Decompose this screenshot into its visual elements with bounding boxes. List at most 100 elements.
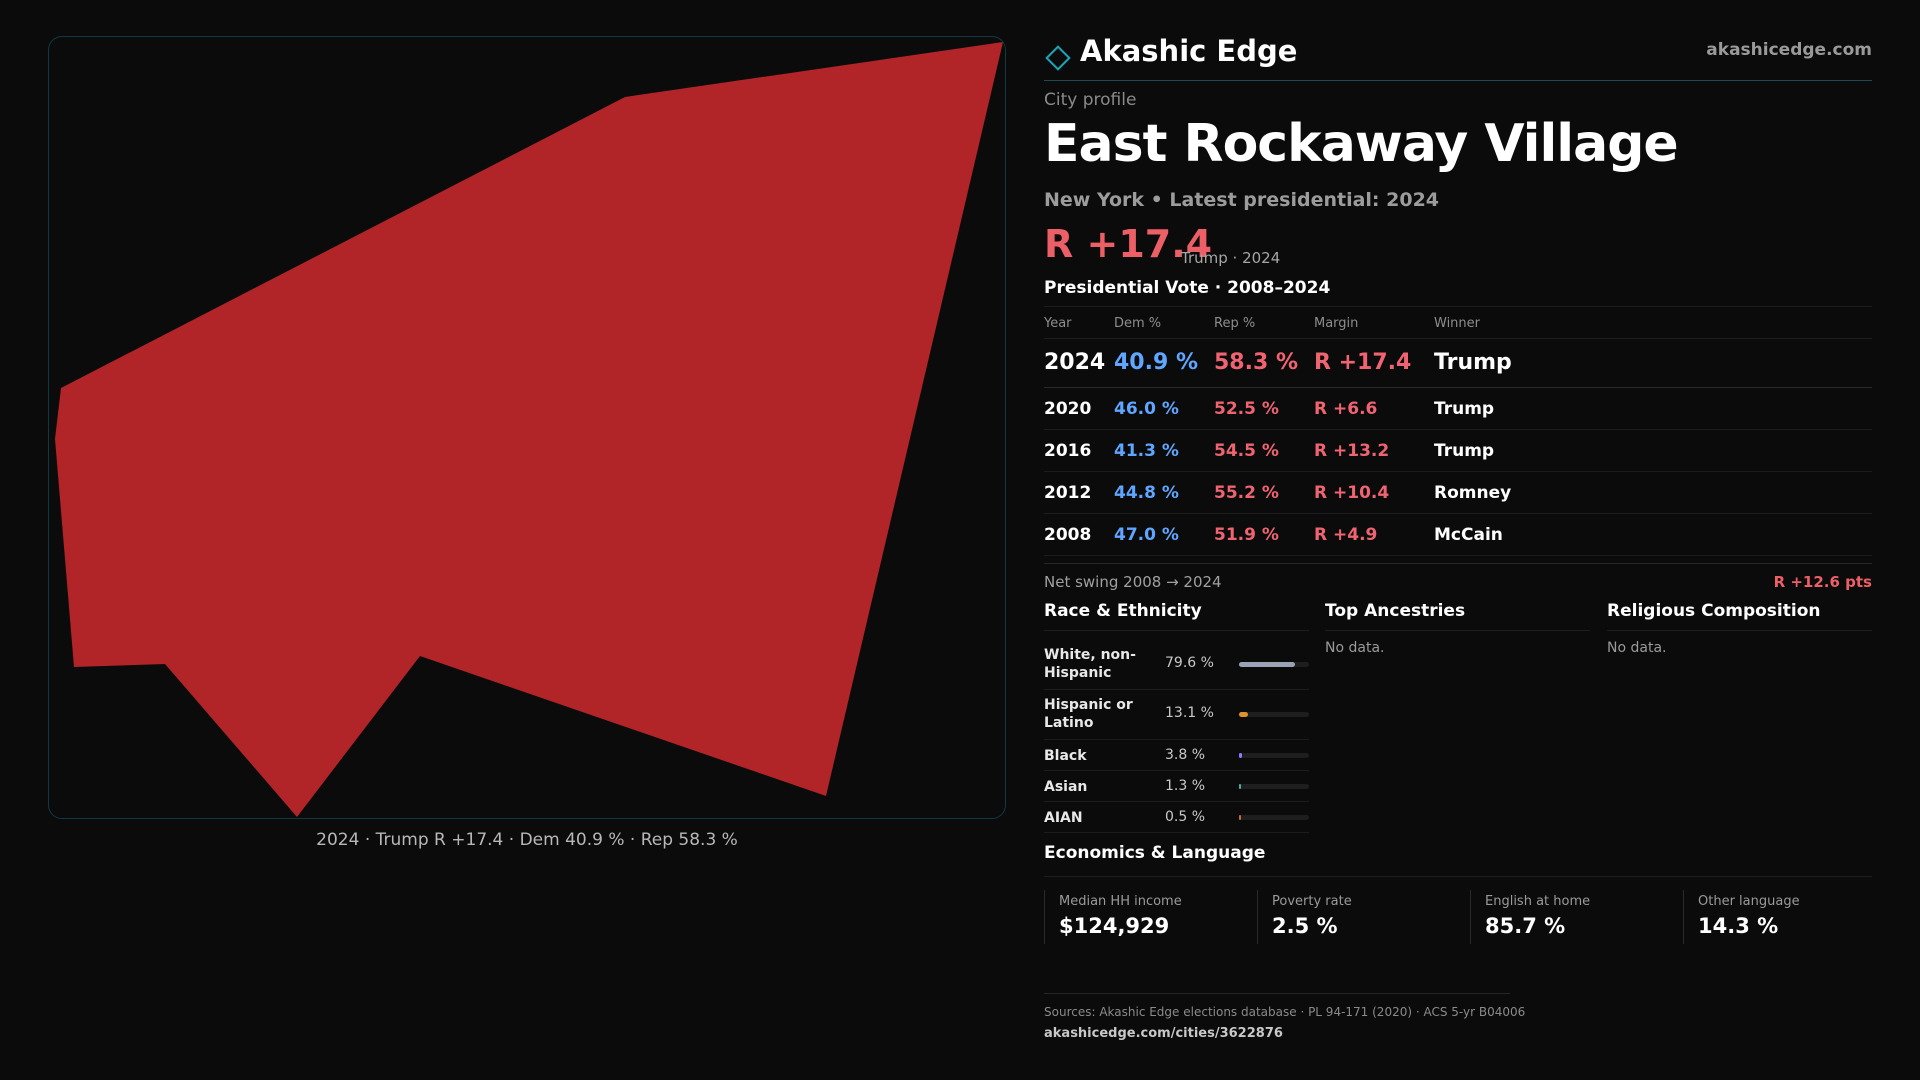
race-percent: 79.6 % <box>1165 655 1214 671</box>
headline-note: Trump · 2024 <box>1181 249 1281 267</box>
race-row: Black 3.8 % <box>1044 740 1309 771</box>
religion-section-title: Religious Composition <box>1607 601 1872 631</box>
row-rep: 52.5 % <box>1214 399 1279 419</box>
map-caption: 2024 · Trump R +17.4 · Dem 40.9 % · Rep … <box>316 830 738 850</box>
brand-name[interactable]: Akashic Edge <box>1080 34 1298 68</box>
diamond-logo-icon <box>1045 45 1071 71</box>
race-bar-fill <box>1239 712 1249 717</box>
city-profile-panel: Akashic Edge akashicedge.com City profil… <box>1044 0 1872 1080</box>
page-subtitle: New York • Latest presidential: 2024 <box>1044 189 1440 211</box>
econ-label: Median HH income <box>1059 894 1182 909</box>
brand-url-link[interactable]: akashicedge.com <box>1706 40 1872 60</box>
economics-section-title: Economics & Language <box>1044 843 1872 877</box>
econ-value: 14.3 % <box>1698 914 1779 938</box>
row-margin: R +10.4 <box>1314 483 1390 503</box>
header-dem: Dem % <box>1114 316 1162 331</box>
race-row: Hispanic or Latino 13.1 % <box>1044 690 1309 740</box>
race-row: AIAN 0.5 % <box>1044 802 1309 833</box>
row-rep: 55.2 % <box>1214 483 1279 503</box>
econ-value: 85.7 % <box>1485 914 1566 938</box>
row-winner: Trump <box>1434 399 1495 419</box>
econ-label: Other language <box>1698 894 1800 909</box>
race-label: Black <box>1044 748 1087 764</box>
race-label: Hispanic or Latino <box>1044 697 1133 731</box>
row-margin: R +17.4 <box>1314 350 1412 375</box>
row-margin: R +13.2 <box>1314 441 1390 461</box>
row-year: 2016 <box>1044 441 1092 461</box>
header-winner: Winner <box>1434 316 1481 331</box>
race-bar-fill <box>1239 815 1241 820</box>
econ-value: $124,929 <box>1059 914 1170 938</box>
row-winner: McCain <box>1434 525 1503 545</box>
race-section-title: Race & Ethnicity <box>1044 601 1309 631</box>
row-rep: 51.9 % <box>1214 525 1279 545</box>
row-winner: Trump <box>1434 350 1512 375</box>
econ-card-income: Median HH income $124,929 <box>1044 890 1249 944</box>
econ-card-poverty: Poverty rate 2.5 % <box>1257 890 1462 944</box>
row-dem: 40.9 % <box>1114 350 1198 375</box>
row-rep: 54.5 % <box>1214 441 1279 461</box>
row-winner: Romney <box>1434 483 1512 503</box>
table-row: 2016 41.3 % 54.5 % R +13.2 Trump <box>1044 430 1872 472</box>
race-label: Asian <box>1044 779 1088 795</box>
econ-card-english: English at home 85.7 % <box>1470 890 1675 944</box>
sources-text: Sources: Akashic Edge elections database… <box>1044 1005 1526 1019</box>
net-swing-value: R +12.6 pts <box>1773 573 1872 591</box>
race-bar-track <box>1239 815 1309 820</box>
row-year: 2012 <box>1044 483 1092 503</box>
table-header-row: Year Dem % Rep % Margin Winner <box>1044 307 1872 339</box>
race-bar-track <box>1239 753 1309 758</box>
page-url-link[interactable]: akashicedge.com/cities/3622876 <box>1044 1026 1283 1041</box>
vote-table: Year Dem % Rep % Margin Winner 2024 40.9… <box>1044 306 1872 556</box>
boundary-map-svg <box>55 42 1003 817</box>
econ-value: 2.5 % <box>1272 914 1338 938</box>
footer-divider <box>1044 993 1510 994</box>
header-year: Year <box>1044 316 1072 331</box>
row-winner: Trump <box>1434 441 1495 461</box>
race-percent: 1.3 % <box>1165 778 1206 794</box>
header-rep: Rep % <box>1214 316 1256 331</box>
site-header: Akashic Edge akashicedge.com <box>1044 34 1872 81</box>
row-year: 2020 <box>1044 399 1092 419</box>
race-percent: 13.1 % <box>1165 705 1214 721</box>
boundary-map[interactable] <box>48 36 1006 819</box>
row-dem: 47.0 % <box>1114 525 1179 545</box>
ancestries-section-title: Top Ancestries <box>1325 601 1590 631</box>
ancestries-empty-text: No data. <box>1325 640 1385 656</box>
race-bar-track <box>1239 662 1309 667</box>
headline-margin: R +17.4 <box>1044 222 1213 266</box>
race-row: White, non-Hispanic 79.6 % <box>1044 640 1309 690</box>
row-margin: R +4.9 <box>1314 525 1378 545</box>
race-label: AIAN <box>1044 810 1083 826</box>
vote-section-title: Presidential Vote · 2008–2024 <box>1044 278 1331 298</box>
city-boundary-shape[interactable] <box>55 42 1003 817</box>
race-percent: 0.5 % <box>1165 809 1206 825</box>
page-title: East Rockaway Village <box>1044 114 1679 174</box>
row-dem: 46.0 % <box>1114 399 1179 419</box>
race-bar-fill <box>1239 784 1241 789</box>
race-bar-track <box>1239 712 1309 717</box>
econ-label: English at home <box>1485 894 1591 909</box>
religion-empty-text: No data. <box>1607 640 1667 656</box>
table-row: 2024 40.9 % 58.3 % R +17.4 Trump <box>1044 339 1872 388</box>
profile-label: City profile <box>1044 90 1137 110</box>
race-bar-fill <box>1239 753 1242 758</box>
table-row: 2012 44.8 % 55.2 % R +10.4 Romney <box>1044 472 1872 514</box>
row-year: 2008 <box>1044 525 1092 545</box>
net-swing-row: Net swing 2008 → 2024 R +12.6 pts <box>1044 563 1872 598</box>
row-rep: 58.3 % <box>1214 350 1298 375</box>
race-bar-fill <box>1239 662 1295 667</box>
race-bar-track <box>1239 784 1309 789</box>
table-row: 2008 47.0 % 51.9 % R +4.9 McCain <box>1044 514 1872 556</box>
row-margin: R +6.6 <box>1314 399 1378 419</box>
row-year: 2024 <box>1044 350 1106 375</box>
econ-card-other-language: Other language 14.3 % <box>1683 890 1888 944</box>
row-dem: 44.8 % <box>1114 483 1179 503</box>
table-row: 2020 46.0 % 52.5 % R +6.6 Trump <box>1044 388 1872 430</box>
header-margin: Margin <box>1314 316 1359 331</box>
row-dem: 41.3 % <box>1114 441 1179 461</box>
race-label: White, non-Hispanic <box>1044 647 1136 681</box>
econ-label: Poverty rate <box>1272 894 1352 909</box>
net-swing-label: Net swing 2008 → 2024 <box>1044 573 1222 591</box>
race-percent: 3.8 % <box>1165 747 1206 763</box>
